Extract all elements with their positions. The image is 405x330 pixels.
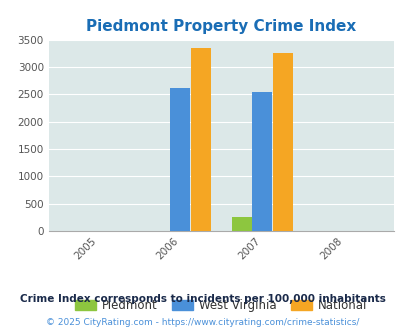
- Title: Piedmont Property Crime Index: Piedmont Property Crime Index: [86, 19, 356, 34]
- Bar: [190, 49, 210, 231]
- Bar: [231, 216, 251, 231]
- Legend: Piedmont, West Virginia, National: Piedmont, West Virginia, National: [70, 294, 371, 317]
- Text: © 2025 CityRating.com - https://www.cityrating.com/crime-statistics/: © 2025 CityRating.com - https://www.city…: [46, 318, 359, 327]
- Bar: [170, 88, 190, 231]
- Bar: [272, 53, 292, 231]
- Bar: [252, 92, 272, 231]
- Text: Crime Index corresponds to incidents per 100,000 inhabitants: Crime Index corresponds to incidents per…: [20, 294, 385, 304]
